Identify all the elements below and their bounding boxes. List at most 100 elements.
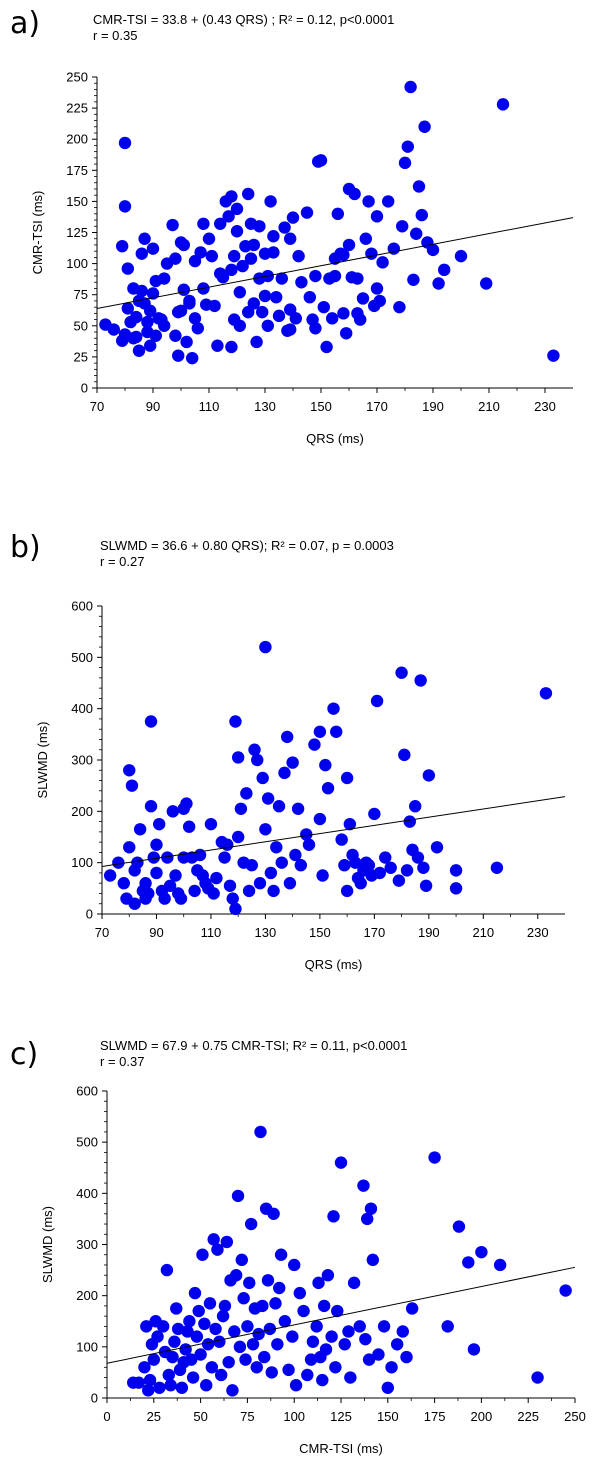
chart-a-data-point (208, 299, 221, 313)
chart-c-data-point (160, 1263, 174, 1277)
chart-b-data-point (422, 769, 436, 782)
chart-c-data-point (347, 1276, 361, 1290)
chart-c-data-point (359, 1332, 372, 1346)
chart-c-data-point (254, 1125, 267, 1139)
chart-b-x-tick-label: 190 (418, 925, 440, 940)
chart-b-data-point (354, 877, 367, 890)
chart-a-data-point (365, 247, 378, 260)
chart-c-y-tick-label: 500 (76, 1135, 98, 1150)
chart-b-data-point (419, 879, 433, 892)
chart-a-data-point (132, 344, 146, 357)
chart-c-data-point (493, 1258, 507, 1272)
chart-c-data-point (329, 1361, 342, 1374)
chart-c-data-point (304, 1353, 318, 1366)
chart-a-data-point (183, 294, 196, 308)
chart-b-data-point (398, 748, 411, 762)
chart-c-data-point (263, 1322, 277, 1336)
chart-a-data-point (244, 252, 258, 265)
chart-b-data-point (256, 771, 269, 785)
chart-a-data-point (174, 304, 188, 318)
chart-a-data-point (275, 272, 288, 285)
chart-a-data-point (295, 276, 308, 289)
chart-a-data-point (410, 227, 423, 240)
chart-a-data-point (169, 252, 182, 265)
chart-c-data-point (361, 1212, 374, 1226)
chart-a-y-tick-label: 0 (81, 381, 88, 396)
chart-b-data-point (169, 869, 182, 882)
chart-c-data-point (344, 1371, 357, 1384)
chart-a-data-point (121, 302, 134, 315)
chart-c-data-point (201, 1338, 215, 1351)
chart-a-data-point (337, 307, 350, 320)
chart-b-data-point (449, 882, 463, 895)
chart-c-data-point (274, 1248, 288, 1261)
chart-a-data-point (236, 259, 249, 273)
chart-a-data-point (225, 190, 238, 203)
chart-a-data-point (317, 300, 330, 314)
chart-b-data-point (231, 751, 245, 764)
chart-b-data-point (226, 892, 239, 905)
chart-b-x-tick-label: 90 (149, 925, 163, 940)
chart-a-data-point (320, 340, 333, 354)
chart-a-data-point (225, 263, 238, 277)
chart-b-data-point (229, 715, 242, 728)
chart-b-data-point (392, 874, 406, 887)
chart-b-data-point (242, 884, 256, 898)
chart-b-data-point (340, 771, 354, 785)
chart-a-data-point (116, 239, 129, 253)
chart-a-data-point (404, 80, 417, 94)
chart-c-data-point (166, 1350, 179, 1364)
chart-a-data-point (261, 319, 274, 332)
chart-c-data-point (396, 1325, 409, 1338)
chart-a-data-point (418, 120, 431, 133)
chart-c-data-point (321, 1269, 335, 1282)
chart-a-y-tick-label: 225 (66, 101, 88, 116)
chart-a-data-point (382, 195, 395, 208)
chart-a-data-point (247, 297, 260, 310)
chart-b-data-point (261, 792, 275, 805)
chart-b-data-point (338, 859, 351, 872)
chart-a-y-tick-label: 50 (74, 318, 88, 333)
chart-b-x-tick-label: 150 (309, 925, 331, 940)
chart-b-data-point (327, 702, 340, 715)
chart-b-data-point (267, 884, 280, 898)
chart-a-data-point (264, 195, 277, 208)
chart-c-data-point (289, 1379, 303, 1392)
chart-a-data-point (376, 256, 389, 269)
chart-c-data-point (316, 1373, 329, 1387)
chart-a-data-point (454, 249, 468, 263)
chart-a-data-point (284, 323, 297, 336)
chart-c-data-point (143, 1373, 157, 1387)
chart-b-data-point (539, 687, 553, 700)
chart-a-data-point (146, 242, 160, 255)
chart-c-data-point (273, 1281, 286, 1295)
chart-a-data-point (373, 294, 386, 308)
chart-c-data-point (288, 1258, 301, 1272)
chart-a-data-point (309, 269, 322, 283)
chart-a-data-point (412, 180, 426, 193)
chart-c-data-point (235, 1253, 248, 1267)
chart-c-data-point (428, 1151, 441, 1164)
chart-a-data-point (426, 243, 440, 257)
chart-b-data-point (286, 756, 299, 769)
chart-b-data-point (373, 866, 386, 880)
chart-b-x-tick-label: 210 (472, 925, 494, 940)
chart-c-y-tick-label: 300 (76, 1237, 98, 1252)
chart-a-data-point (438, 263, 451, 277)
chart-b-data-point (231, 830, 245, 844)
chart-c-data-point (261, 1274, 275, 1287)
chart-b-data-point (335, 833, 348, 846)
chart-a-data-point (194, 246, 207, 259)
chart-a-data-point (149, 329, 162, 342)
chart-a-data-point (121, 262, 134, 275)
chart-b-data-point (253, 877, 267, 890)
chart-b-data-point (411, 851, 425, 864)
chart-a-data-point (286, 211, 300, 224)
chart-b-data-point (223, 879, 237, 892)
chart-b-data-point (144, 800, 158, 813)
chart-a-x-tick-label: 210 (478, 399, 500, 414)
chart-b-y-tick-label: 600 (71, 599, 93, 614)
chart-c-data-point (203, 1297, 217, 1310)
chart-b-data-point (278, 766, 291, 780)
chart-a-data-point (214, 217, 227, 230)
